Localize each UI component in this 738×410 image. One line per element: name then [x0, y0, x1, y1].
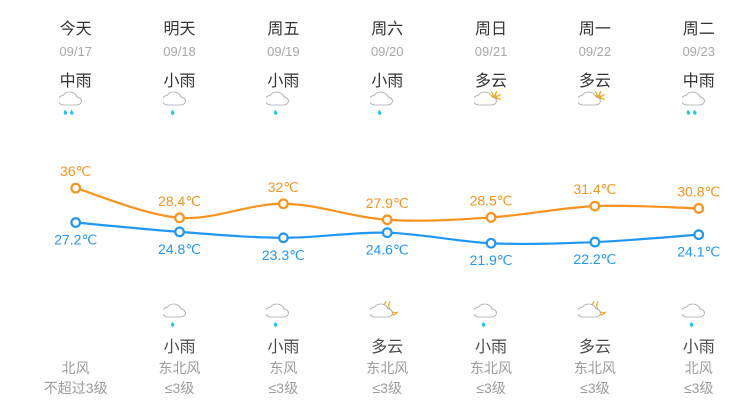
svg-text:21.9℃: 21.9℃ [470, 252, 513, 268]
svg-text:36℃: 36℃ [60, 163, 91, 179]
svg-text:31.4℃: 31.4℃ [573, 181, 616, 197]
svg-text:30.8℃: 30.8℃ [677, 183, 720, 199]
svg-text:27.2℃: 27.2℃ [54, 232, 97, 248]
svg-text:24.1℃: 24.1℃ [677, 244, 720, 260]
svg-text:22.2℃: 22.2℃ [573, 251, 616, 267]
svg-text:23.3℃: 23.3℃ [262, 247, 305, 263]
svg-text:28.4℃: 28.4℃ [158, 193, 201, 209]
svg-text:24.6℃: 24.6℃ [366, 242, 409, 258]
svg-text:32℃: 32℃ [268, 179, 299, 195]
svg-text:27.9℃: 27.9℃ [366, 195, 409, 211]
svg-text:28.5℃: 28.5℃ [470, 192, 513, 208]
svg-text:24.8℃: 24.8℃ [158, 241, 201, 257]
